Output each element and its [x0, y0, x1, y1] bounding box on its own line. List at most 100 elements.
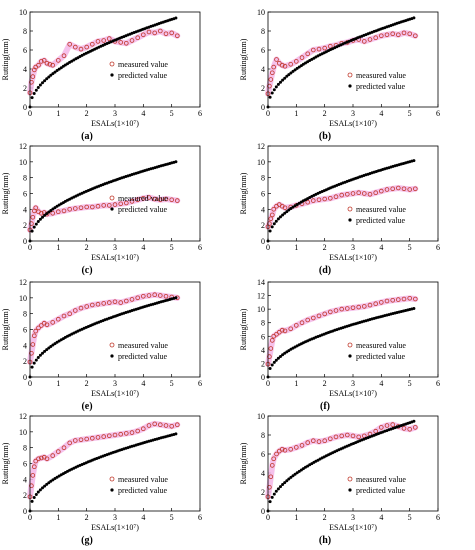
measured-point	[73, 206, 78, 211]
measured-point	[101, 38, 106, 43]
measured-point	[158, 197, 163, 203]
measured-band	[27, 194, 181, 233]
measured-point	[384, 298, 390, 304]
legend-predicted-label: predicted value	[356, 216, 406, 225]
measured-point	[344, 432, 350, 438]
measured-point	[350, 433, 356, 439]
measured-point	[384, 187, 390, 192]
predicted-point	[30, 499, 34, 503]
y-axis-label: Rutting(mm)	[239, 308, 248, 350]
measured-point	[395, 32, 401, 38]
measured-point	[316, 439, 322, 444]
measured-point	[78, 46, 84, 52]
legend-predicted-label: predicted value	[118, 71, 168, 80]
plot-frame	[29, 11, 201, 108]
measured-point	[61, 53, 67, 58]
legend-predicted-label: predicted value	[118, 205, 168, 214]
measured-point	[288, 326, 294, 332]
predicted-point	[276, 217, 280, 221]
measured-point	[339, 433, 345, 439]
measured-point	[84, 304, 89, 309]
predicted-point	[53, 70, 57, 74]
y-axis-label: Rutting(mm)	[239, 38, 248, 80]
measured-point	[279, 327, 285, 333]
x-tick-label: 2	[323, 243, 327, 252]
x-tick-label: 2	[85, 243, 89, 252]
predicted-point	[174, 296, 178, 300]
measured-point	[84, 44, 89, 50]
measured-point	[146, 29, 152, 35]
measured-point	[36, 325, 41, 331]
predicted-point	[32, 92, 36, 95]
measured-point	[107, 300, 112, 305]
measured-point	[274, 57, 279, 62]
x-tick-label: 4	[379, 109, 383, 118]
y-axis-label: Rutting(mm)	[239, 442, 248, 484]
y-tick-label: 10	[19, 158, 27, 167]
measured-point	[101, 434, 106, 439]
measured-point	[361, 39, 367, 44]
measured-point	[169, 197, 175, 203]
x-tick-label: 4	[379, 513, 383, 522]
measured-point	[169, 30, 175, 36]
measured-point	[412, 33, 418, 39]
legend-measured-marker	[109, 61, 115, 67]
y-tick-label: 12	[19, 142, 27, 151]
predicted-point	[274, 358, 278, 362]
measured-point	[163, 423, 169, 428]
predicted-point	[272, 492, 276, 496]
y-tick-label: 4	[261, 469, 265, 478]
y-tick-label: 12	[19, 412, 27, 421]
y-tick-label: 2	[261, 221, 265, 230]
legend-measured-label: measured value	[118, 60, 168, 69]
y-tick-label: 0	[261, 507, 265, 516]
predicted-point	[32, 496, 36, 499]
x-tick-label: 5	[170, 513, 174, 522]
y-tick-label: 2	[261, 359, 265, 368]
x-tick-label: 6	[436, 379, 440, 388]
measured-point	[33, 328, 38, 334]
predicted-point	[34, 222, 38, 226]
measured-point	[288, 62, 294, 67]
measured-point	[33, 458, 38, 464]
measured-point	[95, 301, 101, 307]
predicted-point	[38, 83, 42, 87]
y-tick-label: 0	[261, 237, 265, 246]
plot-frame	[267, 11, 439, 108]
measured-point	[299, 443, 305, 448]
measured-point	[141, 196, 146, 201]
predicted-point	[279, 355, 282, 358]
x-tick-label: 2	[323, 109, 327, 118]
measured-point	[407, 426, 413, 432]
measured-point	[274, 451, 279, 457]
x-tick-label: 0	[266, 513, 270, 522]
y-axis-label: Rutting(mm)	[1, 38, 10, 80]
measured-point	[367, 192, 373, 197]
y-axis-label: Rutting(mm)	[1, 172, 10, 214]
x-tick-label: 0	[28, 513, 32, 522]
y-tick-label: 8	[23, 174, 27, 183]
y-tick-label: 6	[23, 326, 27, 335]
measured-point	[373, 190, 379, 196]
measured-point	[112, 202, 118, 207]
predicted-point	[174, 160, 178, 164]
panel-label: (g)	[81, 535, 93, 546]
measured-band	[265, 185, 419, 230]
predicted-point	[174, 432, 178, 436]
plot-frame	[29, 145, 201, 242]
measured-point	[61, 208, 67, 214]
predicted-point	[281, 353, 285, 357]
x-tick-label: 3	[113, 109, 117, 118]
measured-point	[38, 455, 44, 461]
y-tick-label: 12	[257, 292, 265, 301]
x-tick-label: 3	[351, 513, 355, 522]
x-tick-label: 5	[408, 243, 412, 252]
measured-point	[38, 211, 44, 216]
predicted-point	[281, 213, 285, 217]
measured-point	[378, 188, 384, 194]
measured-point	[378, 300, 384, 305]
predicted-point	[36, 356, 40, 359]
